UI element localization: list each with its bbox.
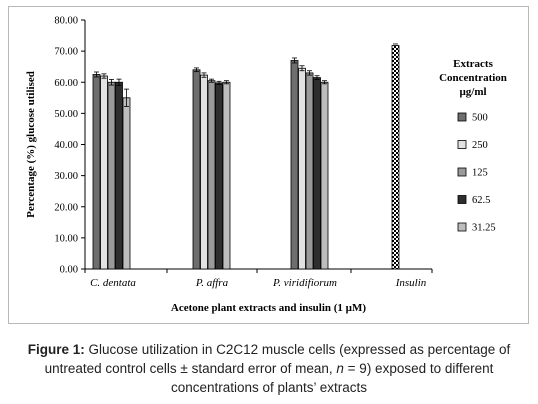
legend-label: 31.25 [472, 223, 496, 234]
bar [320, 81, 329, 270]
bar [298, 67, 306, 270]
x-tick-label: Insulin [395, 277, 427, 289]
bar [313, 77, 321, 270]
y-axis-title: Percentage (%) glucose utilised [25, 71, 37, 218]
legend-swatch [457, 112, 467, 122]
caption-n: n [336, 361, 344, 376]
y-tick-label: 40.00 [54, 140, 78, 151]
bar [100, 75, 108, 270]
legend-swatch [457, 167, 467, 177]
bar-insulin [391, 45, 400, 270]
bar [290, 60, 299, 270]
legend-label: 125 [472, 168, 488, 179]
legend-label: 62.5 [472, 195, 490, 206]
legend-swatch [457, 222, 467, 232]
bar [305, 72, 314, 270]
y-tick-label: 10.00 [54, 233, 78, 244]
caption-label: Figure 1: [27, 342, 85, 357]
x-tick-label: P. viridifiorum [272, 277, 337, 289]
axes: 0.00 10.00 20.00 30.00 40.00 50.00 60.00 70.00 8… [25, 16, 433, 314]
bar [92, 74, 101, 270]
bars [92, 43, 400, 270]
legend-swatch [457, 195, 467, 204]
y-tick-label: 20.00 [54, 202, 78, 213]
bar [122, 97, 131, 270]
y-tick-label: 30.00 [54, 171, 78, 182]
bar [215, 82, 223, 270]
y-tick-label: 0.00 [60, 265, 78, 276]
bar-chart: 0.00 10.00 20.00 30.00 40.00 50.00 60.00 70.00 8… [25, 16, 507, 315]
caption-text-end: = 9) exposed to different concentrations… [170, 361, 494, 395]
legend-title: µg/ml [459, 86, 486, 98]
bar [115, 81, 123, 270]
legend-label: 500 [472, 113, 488, 124]
y-tick-label: 80.00 [54, 16, 78, 27]
x-axis-title: Acetone plant extracts and insulin (1 µM… [171, 302, 367, 314]
figure-caption: Figure 1: Glucose utilization in C2C12 m… [10, 340, 528, 397]
y-tick-label: 70.00 [54, 47, 78, 58]
bar [107, 81, 116, 270]
bar [207, 80, 216, 270]
y-tick-label: 50.00 [54, 109, 78, 120]
caption-text: Glucose utilization in C2C12 muscle cell… [44, 342, 511, 376]
bar [200, 74, 208, 270]
legend-swatch [457, 140, 467, 149]
legend-title: Extracts [453, 58, 493, 70]
x-tick-label: C. dentata [90, 277, 136, 289]
y-tick-label: 60.00 [54, 78, 78, 89]
legend: Extracts Concentration µg/ml 500 250 125 62.5 3… [439, 58, 507, 234]
bar [192, 69, 201, 270]
x-tick-label: P. affra [195, 277, 229, 289]
bar [222, 81, 231, 270]
legend-title: Concentration [439, 72, 507, 84]
legend-label: 250 [472, 140, 488, 151]
